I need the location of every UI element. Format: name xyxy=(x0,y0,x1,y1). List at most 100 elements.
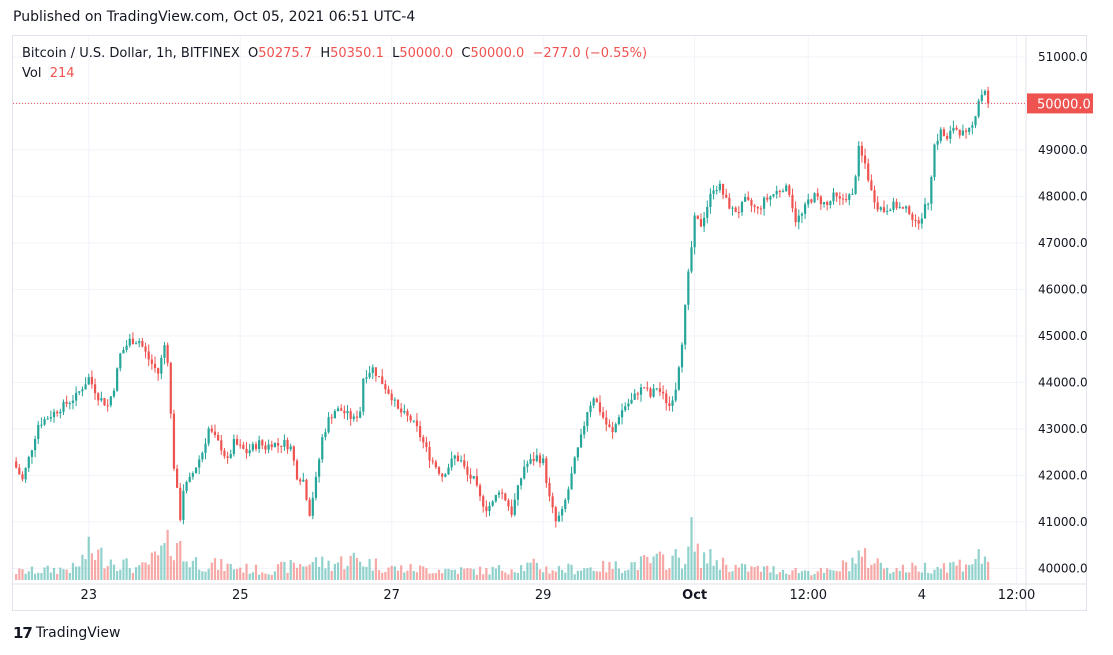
candle-body xyxy=(586,412,589,426)
volume-bar xyxy=(283,562,286,580)
candle-body xyxy=(248,450,251,454)
candle-body xyxy=(422,437,425,443)
candle-body xyxy=(620,410,624,418)
candle-body xyxy=(781,191,785,193)
volume-bar xyxy=(665,569,668,580)
candle-body xyxy=(548,483,551,497)
volume-bar xyxy=(97,549,100,580)
candle-body xyxy=(62,401,65,412)
volume-bar xyxy=(608,561,611,580)
candle-body xyxy=(93,384,97,394)
y-tick-label: 51000.0 xyxy=(1038,50,1088,64)
candle-body xyxy=(21,474,24,480)
candle-body xyxy=(980,94,983,101)
candle-body xyxy=(668,403,671,406)
volume-legend: Vol 214 xyxy=(22,66,75,81)
volume-bar xyxy=(766,565,769,580)
volume-bar xyxy=(873,563,876,580)
candle-body xyxy=(693,215,696,248)
candle-body xyxy=(854,176,857,194)
volume-bar xyxy=(661,554,665,580)
candle-body xyxy=(276,442,280,446)
candle-body xyxy=(245,448,248,454)
candle-body xyxy=(863,155,867,164)
volume-bar xyxy=(655,553,658,580)
volume-bar xyxy=(418,565,422,580)
candle-body xyxy=(210,428,213,432)
volume-bar xyxy=(731,571,734,580)
candle-body xyxy=(955,127,958,130)
volume-bar xyxy=(482,574,485,580)
candle-body xyxy=(409,415,412,421)
open-label: O xyxy=(248,46,259,61)
candle-body xyxy=(254,444,258,449)
candle-body xyxy=(235,438,239,445)
candle-body xyxy=(643,387,646,389)
volume-bar xyxy=(387,567,390,580)
volume-bar xyxy=(175,543,179,580)
candle-body xyxy=(153,363,157,369)
candle-body xyxy=(71,400,75,403)
candle-body xyxy=(40,424,43,426)
volume-bar xyxy=(289,559,292,580)
candle-body xyxy=(706,206,709,218)
chart-frame[interactable] xyxy=(12,35,1087,611)
candle-body xyxy=(554,507,557,522)
candle-body xyxy=(18,467,21,475)
volume-bar xyxy=(895,568,898,580)
volume-bar xyxy=(412,570,415,580)
candle-body xyxy=(131,338,135,345)
candle-body xyxy=(469,474,472,479)
candle-body xyxy=(90,377,93,385)
volume-bar xyxy=(810,575,813,580)
volume-bar xyxy=(687,546,690,580)
volume-bar xyxy=(753,567,756,580)
volume-layer xyxy=(15,517,990,580)
x-tick-label: 12:00 xyxy=(790,588,827,603)
candle-body xyxy=(59,411,62,414)
volume-bar xyxy=(750,566,753,580)
candle-body xyxy=(882,207,886,212)
candle-body xyxy=(106,405,109,407)
candle-body xyxy=(901,207,905,209)
candle-body xyxy=(788,185,791,195)
y-tick-label: 44000.0 xyxy=(1038,375,1088,389)
volume-bar xyxy=(977,549,980,580)
volume-bar xyxy=(614,561,617,580)
candle-body xyxy=(377,376,381,378)
volume-bar xyxy=(453,569,456,580)
volume-bar xyxy=(343,569,346,580)
candle-body xyxy=(182,490,185,520)
volume-bar xyxy=(166,529,169,580)
volume-bar xyxy=(346,565,349,580)
candle-body xyxy=(43,419,46,425)
candle-body xyxy=(97,393,100,401)
volume-bar xyxy=(485,568,488,580)
volume-bar xyxy=(409,563,412,580)
candle-body xyxy=(327,417,330,433)
volume-bar xyxy=(84,559,87,580)
candle-body xyxy=(841,198,845,200)
candle-body xyxy=(983,90,987,95)
volume-bar xyxy=(65,569,68,580)
candle-body xyxy=(750,199,753,206)
volume-bar xyxy=(198,569,201,580)
footer-brand[interactable]: 17 TradingView xyxy=(13,624,120,642)
volume-bar xyxy=(576,570,579,580)
candle-body xyxy=(946,136,949,139)
candle-body xyxy=(384,384,387,390)
candle-body xyxy=(318,459,321,477)
volume-bar xyxy=(371,570,374,580)
candle-body xyxy=(987,90,990,104)
y-tick-label: 49000.0 xyxy=(1038,143,1088,157)
candle-body xyxy=(125,345,128,351)
candle-body xyxy=(551,496,554,508)
volume-bar xyxy=(90,553,93,580)
volume-bar xyxy=(513,572,516,580)
candle-body xyxy=(538,455,542,464)
volume-bar xyxy=(914,565,917,580)
volume-bar xyxy=(980,563,983,580)
candle-body xyxy=(242,444,245,449)
candle-body xyxy=(478,485,482,497)
